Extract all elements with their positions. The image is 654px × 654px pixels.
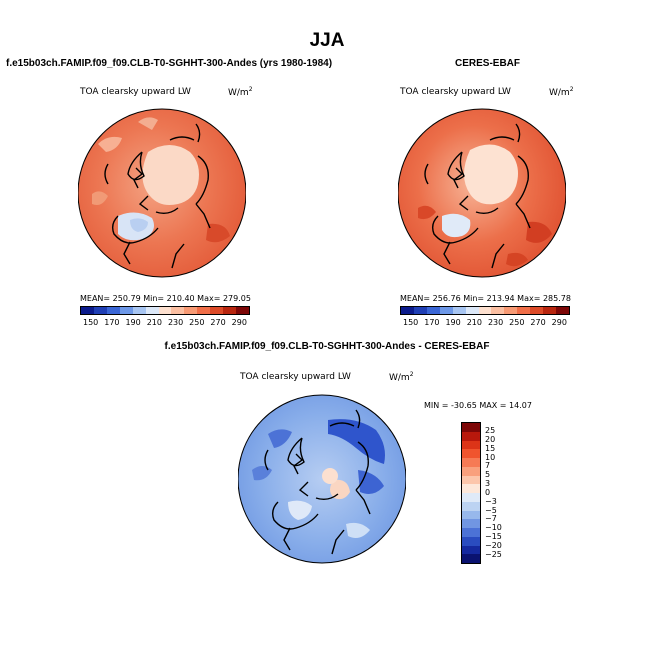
diff-variable-label: TOA clearsky upward LW [240,372,351,382]
season-title: JJA [309,30,345,51]
obs-swatch [556,307,569,314]
model-units-label: W/m2 [228,86,253,98]
obs-polar-map [398,108,566,278]
model-swatch [210,307,224,314]
diff-tick-label: 7 [485,461,491,471]
model-swatch [171,307,185,314]
obs-swatch [401,307,414,314]
obs-tick-label: 250 [509,318,525,327]
diff-tick-label: −7 [485,514,497,524]
obs-tick-label: 290 [551,318,567,327]
diff-stats: MIN = -30.65 MAX = 14.07 [424,401,532,410]
diff-tick-label: −10 [485,523,502,533]
model-swatch [236,307,249,314]
model-tick-label: 270 [210,318,226,327]
obs-tick-label: 150 [403,318,419,327]
diff-swatch [462,501,480,511]
model-panel-title: f.e15b03ch.FAMIP.f09_f09.CLB-T0-SGHHT-30… [6,58,333,69]
model-tick-label: 290 [231,318,247,327]
model-swatch [106,307,120,314]
obs-tick-label: 210 [466,318,482,327]
diff-tick-label: 5 [485,470,491,480]
model-tick-label: 250 [189,318,205,327]
diff-swatch [462,545,480,555]
obs-tick-label: 230 [487,318,504,327]
diff-swatch [462,536,480,546]
diff-tick-label: 10 [485,452,496,462]
model-colorbar-ticks: 150 170 190 210 230 250 270 290 [83,318,247,327]
diff-tick-label: −5 [485,505,497,515]
diff-swatch [462,528,480,537]
model-swatch [81,307,94,314]
diff-tick-label: −20 [485,540,502,550]
diff-tick-label: −3 [485,496,497,506]
obs-colorbar [400,306,570,315]
obs-swatch [452,307,466,314]
diff-tick-label: 15 [485,443,496,453]
diff-tick-label: 25 [485,426,496,435]
model-swatch [158,307,172,314]
diff-panel-title: f.e15b03ch.FAMIP.f09_f09.CLB-T0-SGHHT-30… [164,341,490,352]
model-tick-label: 150 [83,318,99,327]
diff-swatch [462,466,480,476]
obs-swatch [478,307,492,314]
obs-stats: MEAN= 256.76 Min= 213.94 Max= 285.78 [400,294,571,303]
model-tick-label: 210 [146,318,162,327]
obs-tick-label: 270 [530,318,546,327]
diff-swatch [462,440,480,450]
diff-tick-label: 20 [485,434,496,444]
model-polar-map [78,108,246,278]
diff-swatch [462,431,480,441]
diff-swatch [462,510,480,520]
obs-swatch [517,307,531,314]
diff-swatch [462,519,480,528]
diff-swatch [462,423,480,432]
model-tick-label: 190 [125,318,141,327]
diff-colorbar [461,422,481,564]
diff-swatch [462,554,480,563]
diff-tick-label: −15 [485,532,502,542]
obs-swatch [530,307,544,314]
model-tick-label: 170 [104,318,120,327]
model-swatch [119,307,133,314]
obs-swatch [491,307,505,314]
obs-tick-label: 170 [424,318,440,327]
obs-tick-label: 190 [445,318,461,327]
obs-panel-title: CERES-EBAF [455,58,521,69]
obs-variable-label: TOA clearsky upward LW [400,87,511,97]
obs-swatch [413,307,427,314]
diff-units-label: W/m2 [389,371,414,383]
obs-swatch [426,307,440,314]
obs-units-label: W/m2 [549,86,574,98]
obs-swatch [465,307,479,314]
model-swatch [132,307,146,314]
diff-swatch [462,493,480,502]
diff-polar-map [238,394,406,564]
model-swatch [145,307,159,314]
model-colorbar [80,306,250,315]
diff-tick-label: 0 [485,487,491,497]
diff-tick-label: −25 [485,549,502,559]
model-variable-label: TOA clearsky upward LW [80,87,191,97]
diff-tick-label: 3 [485,479,491,489]
model-swatch [223,307,237,314]
obs-colorbar-ticks: 150 170 190 210 230 250 270 290 [403,318,567,327]
model-swatch [93,307,107,314]
obs-swatch [504,307,518,314]
model-swatch [184,307,198,314]
diff-swatch [462,484,480,493]
diff-swatch [462,475,480,485]
diff-swatch [462,449,480,458]
model-tick-label: 230 [167,318,184,327]
obs-swatch [439,307,453,314]
model-stats: MEAN= 250.79 Min= 210.40 Max= 279.05 [80,294,251,303]
diff-colorbar-ticks: 25 20 15 10 7 5 3 0 −3 −5 −7 −10 −15 −20 −25 [485,427,502,559]
model-swatch [197,307,211,314]
diff-swatch [462,458,480,467]
obs-swatch [543,307,557,314]
